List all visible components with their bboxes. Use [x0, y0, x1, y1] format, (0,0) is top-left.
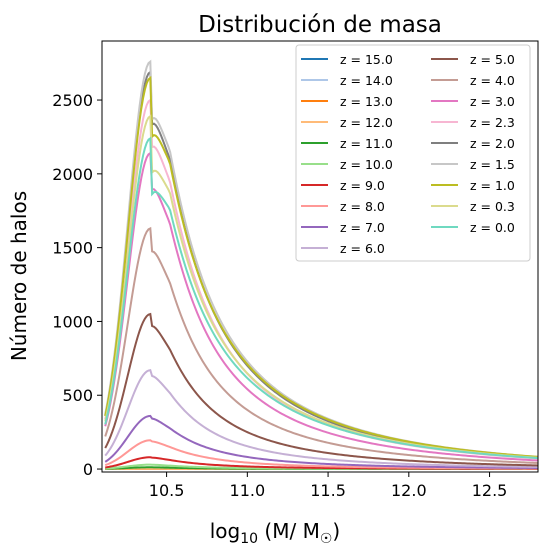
legend-label: z = 1.5: [470, 157, 515, 172]
x-tick-label: 10.5: [149, 481, 185, 500]
y-tick-label: 2000: [52, 165, 93, 184]
legend-label: z = 2.3: [470, 115, 515, 130]
legend-label: z = 2.0: [470, 136, 515, 151]
x-tick-label: 12.0: [391, 481, 427, 500]
legend: z = 15.0 z = 14.0 z = 13.0 z = 12.0 z = 11.0…: [296, 45, 530, 261]
x-tick-label: 12.5: [472, 481, 508, 500]
chart-title: Distribución de masa: [198, 12, 442, 38]
y-axis-label: Número de halos: [7, 191, 31, 361]
legend-label: z = 9.0: [340, 178, 385, 193]
x-tick-label: 11.0: [230, 481, 266, 500]
x-axis-ticks: 10.5 11.0 11.5 12.0 12.5: [149, 472, 508, 500]
y-tick-label: 500: [62, 386, 93, 405]
legend-label: z = 11.0: [340, 136, 393, 151]
legend-label: z = 14.0: [340, 73, 393, 88]
legend-label: z = 6.0: [340, 241, 385, 256]
y-tick-label: 2500: [52, 91, 93, 110]
legend-label: z = 13.0: [340, 94, 393, 109]
y-tick-label: 1000: [52, 312, 93, 331]
legend-label: z = 1.0: [470, 178, 515, 193]
legend-label: z = 3.0: [470, 94, 515, 109]
y-axis-ticks: 0 500 1000 1500 2000 2500: [52, 91, 102, 479]
legend-label: z = 5.0: [470, 52, 515, 67]
x-tick-label: 11.5: [310, 481, 346, 500]
legend-label: z = 4.0: [470, 73, 515, 88]
x-axis-label: log10 (M/ M☉): [210, 519, 340, 547]
legend-label: z = 10.0: [340, 157, 393, 172]
legend-label: z = 0.3: [470, 199, 515, 214]
y-tick-label: 1500: [52, 239, 93, 258]
y-tick-label: 0: [83, 460, 93, 479]
legend-label: z = 0.0: [470, 220, 515, 235]
legend-label: z = 7.0: [340, 220, 385, 235]
legend-label: z = 12.0: [340, 115, 393, 130]
legend-label: z = 8.0: [340, 199, 385, 214]
series-line: [105, 314, 538, 465]
legend-label: z = 15.0: [340, 52, 393, 67]
